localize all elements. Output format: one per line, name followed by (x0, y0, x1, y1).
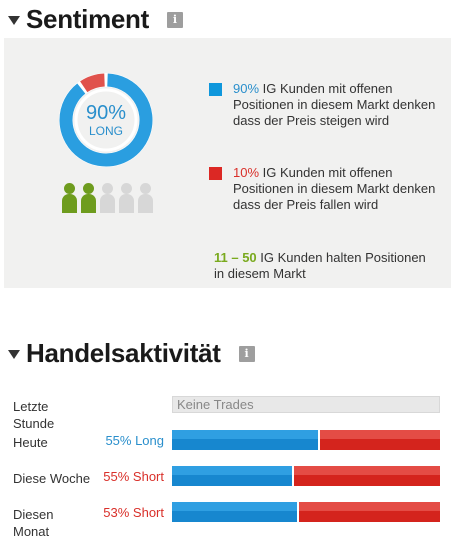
person-head (83, 183, 94, 194)
activity-bar-week-long (172, 466, 292, 486)
person-icon (80, 183, 97, 213)
donut-inner-ring (74, 88, 138, 152)
legend-short-text: 10% IG Kunden mit offenen Positionen in … (233, 165, 443, 213)
sentiment-panel: 90% LONG 90% IG Kunden mit offenen Posit… (4, 38, 451, 288)
activity-label-month: Diesen Monat (13, 507, 54, 539)
person-head (102, 183, 113, 194)
activity-bar-today (172, 430, 440, 450)
activity-label-week: Diese Woche (13, 471, 91, 486)
legend-long-description: IG Kunden mit offenen Positionen in dies… (233, 81, 436, 128)
activity-bar-week (172, 466, 440, 486)
donut-short-arc (80, 73, 106, 93)
activity-label-today: Heute (13, 435, 48, 450)
activity-value-month: 53% Short (103, 505, 164, 520)
activity-label-last-hour: Letzte Stunde (13, 399, 55, 431)
person-body (81, 194, 96, 213)
collapse-triangle-icon[interactable] (8, 350, 20, 359)
blue-square-icon (209, 83, 222, 96)
legend-short-percent: 10% (233, 165, 260, 180)
donut-long-arc (59, 73, 153, 167)
person-body (138, 194, 153, 213)
activity-bar-divider (292, 466, 294, 486)
legend-long-text: 90% IG Kunden mit offenen Positionen in … (233, 81, 443, 129)
info-icon[interactable]: i (238, 345, 255, 362)
person-icon (118, 183, 135, 213)
activity-bar-divider (318, 430, 320, 450)
person-icon (99, 183, 116, 213)
legend-long: 90% IG Kunden mit offenen Positionen in … (209, 81, 443, 129)
person-head (64, 183, 75, 194)
sentiment-donut-chart (59, 73, 153, 167)
donut-center-label: 90% LONG (56, 70, 156, 170)
legend-short: 10% IG Kunden mit offenen Positionen in … (209, 165, 443, 213)
red-square-icon (209, 167, 222, 180)
activity-bar-divider (297, 502, 299, 522)
activity-bar-month-short (299, 502, 440, 522)
client-count-text: 11 – 50 IG Kunden halten Positionen in d… (214, 250, 434, 282)
activity-bar-today-long (172, 430, 318, 450)
person-body (119, 194, 134, 213)
legend-short-description: IG Kunden mit offenen Positionen in dies… (233, 165, 436, 212)
no-trades-box: Keine Trades (172, 396, 440, 413)
person-body (100, 194, 115, 213)
person-head (140, 183, 151, 194)
person-body (62, 194, 77, 213)
person-icon (137, 183, 154, 213)
client-count-range: 11 – 50 (214, 250, 257, 265)
person-head (121, 183, 132, 194)
activity-value-week: 55% Short (103, 469, 164, 484)
sentiment-section-header[interactable]: Sentiment i (8, 4, 183, 35)
activity-section-header[interactable]: Handelsaktivität i (8, 338, 255, 369)
collapse-triangle-icon[interactable] (8, 16, 20, 25)
activity-bar-month (172, 502, 440, 522)
legend-long-percent: 90% (233, 81, 260, 96)
client-count-people-icons (61, 183, 154, 213)
person-icon (61, 183, 78, 213)
info-icon[interactable]: i (166, 11, 183, 28)
donut-percent: 90% (85, 102, 127, 124)
activity-bar-month-long (172, 502, 297, 522)
client-count-description: IG Kunden halten Positionen in diesem Ma… (214, 250, 426, 281)
sentiment-title: Sentiment (26, 4, 149, 34)
donut-side-label: LONG (88, 124, 123, 138)
activity-bar-today-short (320, 430, 440, 450)
activity-title: Handelsaktivität (26, 338, 221, 368)
activity-value-today: 55% Long (105, 433, 164, 448)
activity-bar-week-short (294, 466, 440, 486)
